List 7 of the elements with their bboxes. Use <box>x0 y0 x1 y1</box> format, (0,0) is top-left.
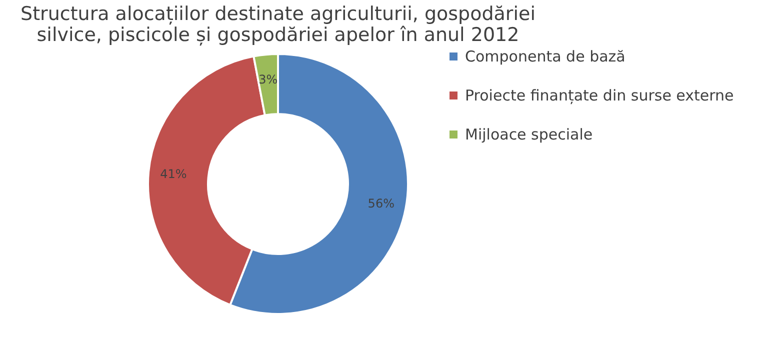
data-label: 41% <box>160 167 187 182</box>
data-label: 3% <box>258 72 278 86</box>
legend-label: Proiecte finanțate din surse externe <box>465 86 734 104</box>
legend-label: Mijloace speciale <box>465 126 593 144</box>
data-label: 56% <box>368 196 394 211</box>
legend-label: Componenta de bază <box>465 48 626 66</box>
chart-title: Structura alocațiilor destinate agriculturii, gospodăriei silvice, piscicole și gospodăriei apelor în anul 2012 <box>20 3 536 46</box>
